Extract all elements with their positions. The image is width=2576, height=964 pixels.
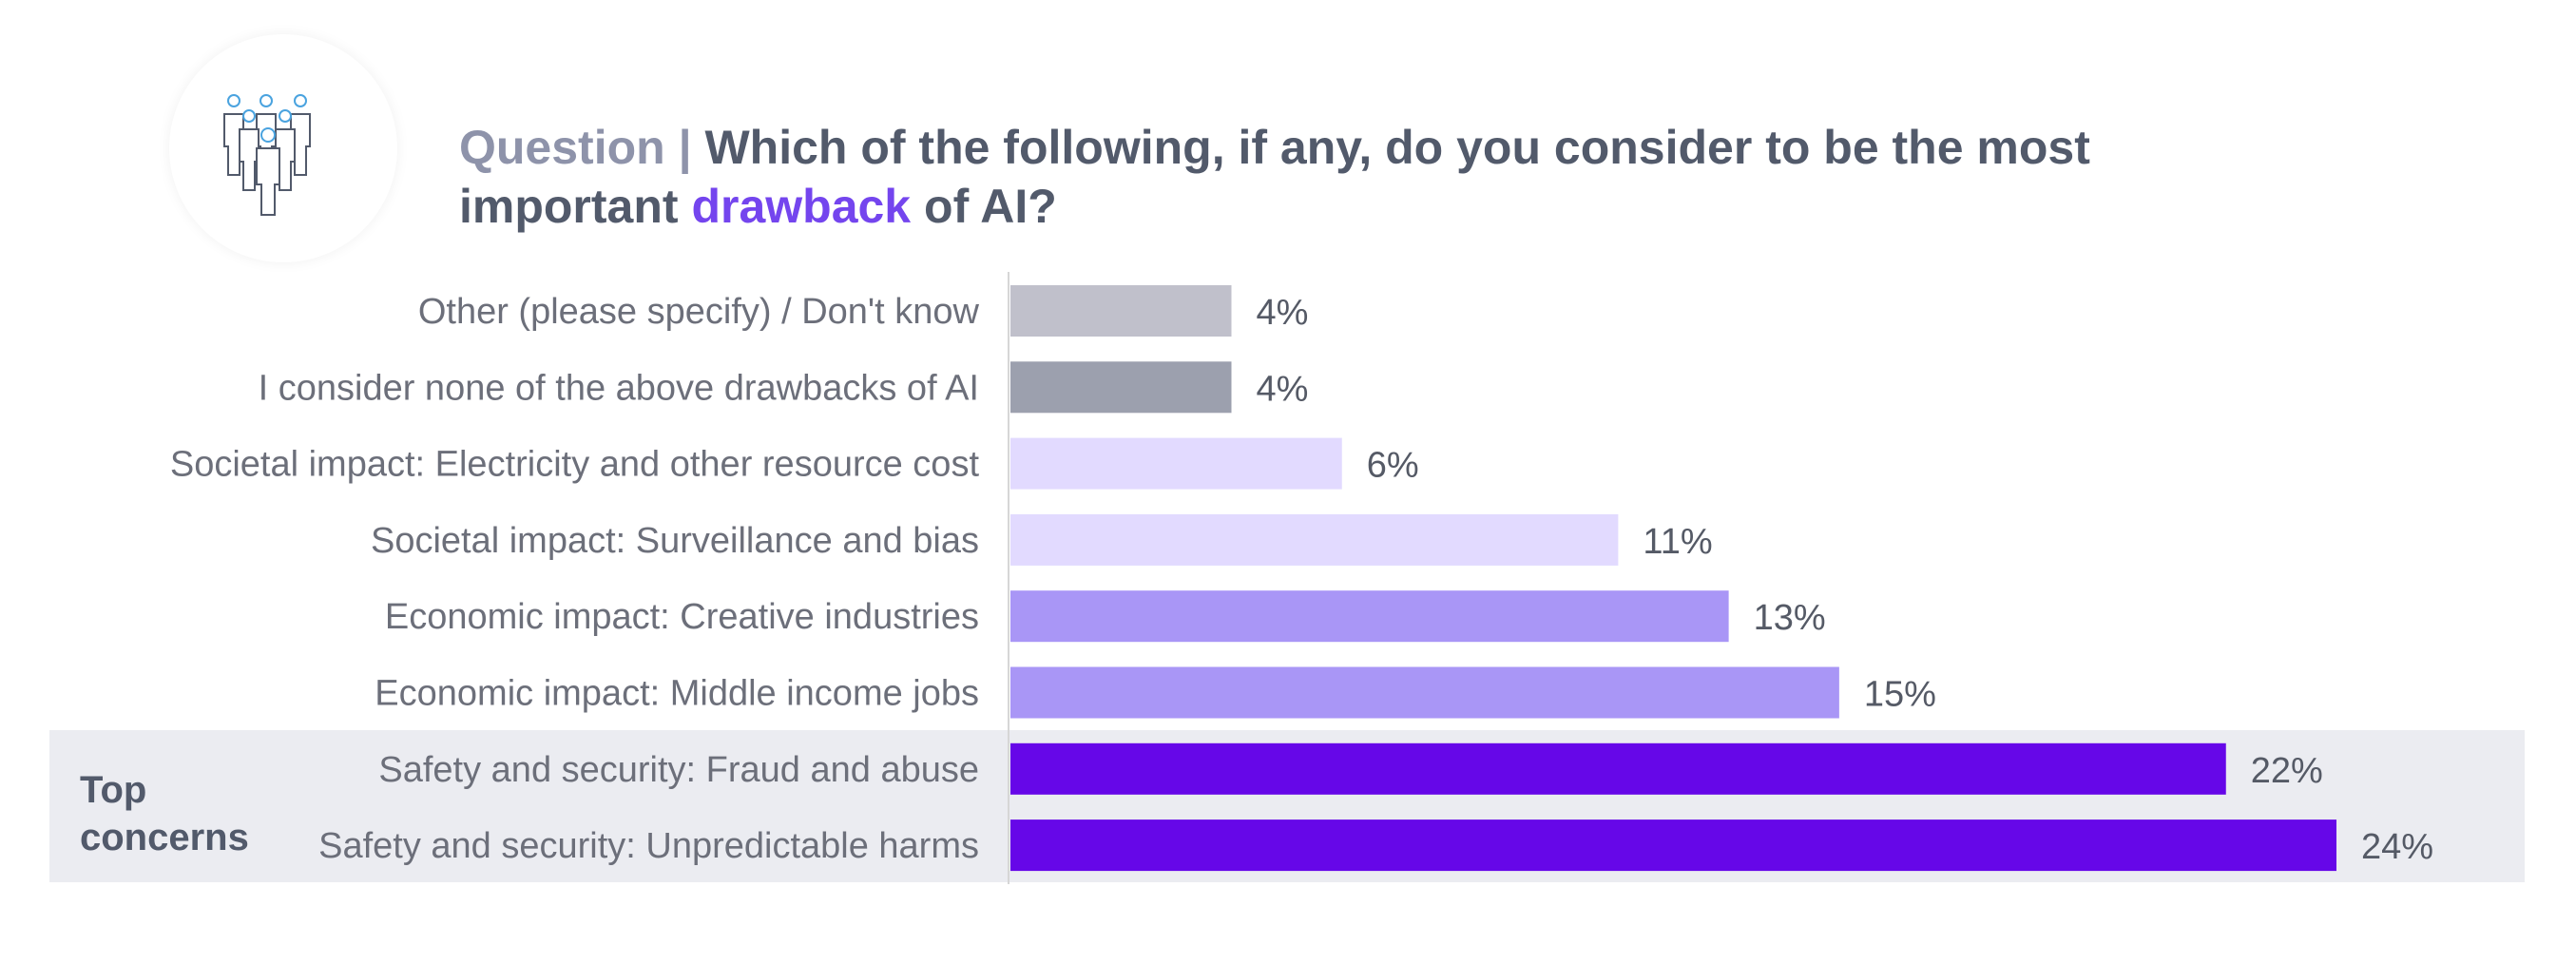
bar bbox=[1010, 285, 1232, 337]
page-title: Question | Which of the following, if an… bbox=[459, 118, 2265, 236]
category-label: Other (please specify) / Don't know bbox=[418, 292, 980, 332]
bar bbox=[1010, 742, 2226, 795]
title-highlight: drawback bbox=[691, 180, 912, 233]
bar bbox=[1010, 437, 1342, 490]
category-label: Societal impact: Electricity and other r… bbox=[170, 445, 980, 485]
category-label: Safety and security: Unpredictable harms bbox=[318, 826, 979, 866]
value-label: 4% bbox=[1257, 293, 1309, 333]
category-label: Economic impact: Middle income jobs bbox=[375, 674, 979, 714]
icon-circle bbox=[169, 34, 397, 262]
bar bbox=[1010, 666, 1839, 719]
value-label: 22% bbox=[2251, 751, 2323, 791]
title-prefix: Question | bbox=[459, 121, 692, 174]
top-concerns-label-line2: concerns bbox=[80, 817, 249, 858]
value-label: 13% bbox=[1754, 598, 1826, 638]
bar bbox=[1010, 819, 2336, 872]
value-label: 11% bbox=[1643, 522, 1712, 562]
bar bbox=[1010, 590, 1729, 643]
title-part2: of AI? bbox=[924, 180, 1057, 233]
top-concerns-label: Top concerns bbox=[80, 766, 249, 861]
bar bbox=[1010, 361, 1232, 414]
category-label: Economic impact: Creative industries bbox=[385, 597, 979, 637]
value-label: 4% bbox=[1257, 369, 1309, 409]
category-label: Safety and security: Fraud and abuse bbox=[378, 750, 979, 790]
category-label: Societal impact: Surveillance and bias bbox=[371, 521, 979, 561]
value-label: 6% bbox=[1367, 446, 1419, 486]
bar bbox=[1010, 513, 1619, 566]
value-label: 24% bbox=[2361, 827, 2433, 867]
top-concerns-label-line1: Top bbox=[80, 769, 147, 811]
title-part1: Which of the following, if any, do you c… bbox=[459, 121, 2090, 233]
category-label: I consider none of the above drawbacks o… bbox=[259, 368, 979, 408]
value-label: 15% bbox=[1864, 675, 1936, 715]
people-group-icon bbox=[223, 94, 311, 216]
